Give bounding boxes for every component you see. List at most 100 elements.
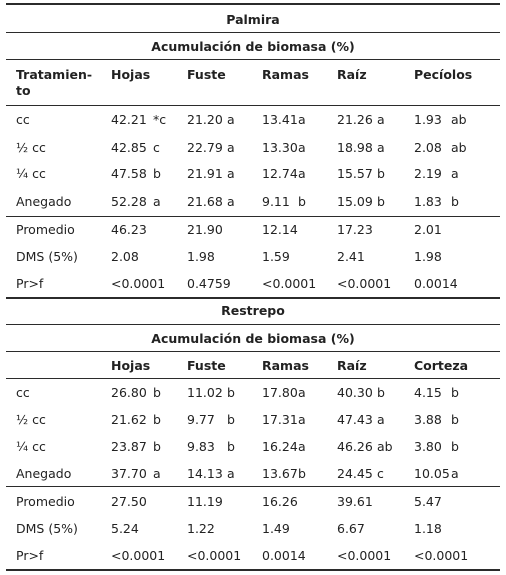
cell-value: 21.26 [337,112,373,127]
stat-value: 17.23 [337,222,373,237]
significance-letter: a [298,166,306,181]
rule-line [6,569,500,571]
cell-value: 21.20 [187,112,223,127]
significance-letter: a [298,439,306,454]
significance-letter: b [227,412,235,427]
significance-letter: ab [451,140,467,155]
cell-value: 17.31 [262,412,298,427]
stat-label: DMS (5%) [16,521,78,536]
significance-letter: a [451,166,459,181]
cell-value: 2.19 [414,166,442,181]
rule-line [6,351,500,352]
stat-label: Pr>f [16,276,44,291]
stat-value: 2.01 [414,222,442,237]
cell-value: 47.58 [111,166,147,181]
cell-value: 1.93 [414,112,442,127]
significance-letter: *c [153,112,167,127]
cell-value: 11.02 [187,385,223,400]
stat-value: <0.0001 [414,548,469,563]
significance-letter: a [227,166,235,181]
stat-value: 1.22 [187,521,215,536]
section-subtitle: Acumulación de biomasa (%) [151,331,355,346]
stat-value: 21.90 [187,222,223,237]
stat-value: 1.98 [414,249,442,264]
stat-value: 0.0014 [414,276,458,291]
cell-value: 3.88 [414,412,442,427]
stat-value: <0.0001 [187,548,242,563]
significance-letter: a [153,194,161,209]
section-subtitle: Acumulación de biomasa (%) [151,39,355,54]
stat-value: <0.0001 [111,548,166,563]
significance-letter: c [377,466,384,481]
cell-value: 21.91 [187,166,223,181]
cell-value: 17.80 [262,385,298,400]
significance-letter: c [153,140,160,155]
rule-line [6,216,500,217]
stat-label: Promedio [16,222,75,237]
significance-letter: a [227,194,235,209]
cell-value: 16.24 [262,439,298,454]
stat-value: 0.0014 [262,548,306,563]
cell-value: 21.68 [187,194,223,209]
significance-letter: b [451,385,459,400]
row-label: ½ cc [16,412,46,427]
cell-value: 37.70 [111,466,147,481]
cell-value: 24.45 [337,466,373,481]
cell-value: 14.13 [187,466,223,481]
significance-letter: a [298,112,306,127]
cell-value: 12.74 [262,166,298,181]
cell-value: 47.43 [337,412,373,427]
stat-value: 1.49 [262,521,290,536]
cell-value: 52.28 [111,194,147,209]
rule-line [6,324,500,325]
cell-value: 46.26 [337,439,373,454]
stat-value: <0.0001 [337,548,392,563]
significance-letter: a [298,412,306,427]
significance-letter: b [377,385,385,400]
stat-label: DMS (5%) [16,249,78,264]
column-header: Pecíolos [414,67,473,82]
significance-letter: a [377,112,385,127]
cell-value: 9.83 [187,439,215,454]
cell-value: 26.80 [111,385,147,400]
rule-line [6,297,500,299]
cell-value: 42.21 [111,112,147,127]
significance-letter: b [451,439,459,454]
column-header: Ramas [262,67,309,82]
significance-letter: a [451,466,459,481]
column-header: to [16,83,31,98]
cell-value: 4.15 [414,385,442,400]
rule-line [6,378,500,379]
column-header: Tratamien- [16,67,93,82]
column-header: Fuste [187,67,226,82]
stat-value: 27.50 [111,494,147,509]
stat-label: Promedio [16,494,75,509]
significance-letter: b [153,412,161,427]
stat-value: 46.23 [111,222,147,237]
significance-letter: b [298,194,306,209]
rule-line [6,105,500,106]
rule-line [6,3,500,5]
column-header: Hojas [111,67,151,82]
significance-letter: b [153,385,161,400]
significance-letter: a [377,140,385,155]
stat-value: 1.98 [187,249,215,264]
cell-value: 21.62 [111,412,147,427]
section-title: Restrepo [221,303,285,318]
stat-value: 16.26 [262,494,298,509]
cell-value: 42.85 [111,140,147,155]
significance-letter: b [451,194,459,209]
cell-value: 9.11 [262,194,290,209]
significance-letter: a [298,140,306,155]
cell-value: 18.98 [337,140,373,155]
column-header: Corteza [414,358,469,373]
cell-value: 2.08 [414,140,442,155]
stat-value: 0.4759 [187,276,231,291]
cell-value: 15.09 [337,194,373,209]
cell-value: 40.30 [337,385,373,400]
row-label: cc [16,112,30,127]
cell-value: 22.79 [187,140,223,155]
significance-letter: b [377,194,385,209]
row-label: ½ cc [16,140,46,155]
